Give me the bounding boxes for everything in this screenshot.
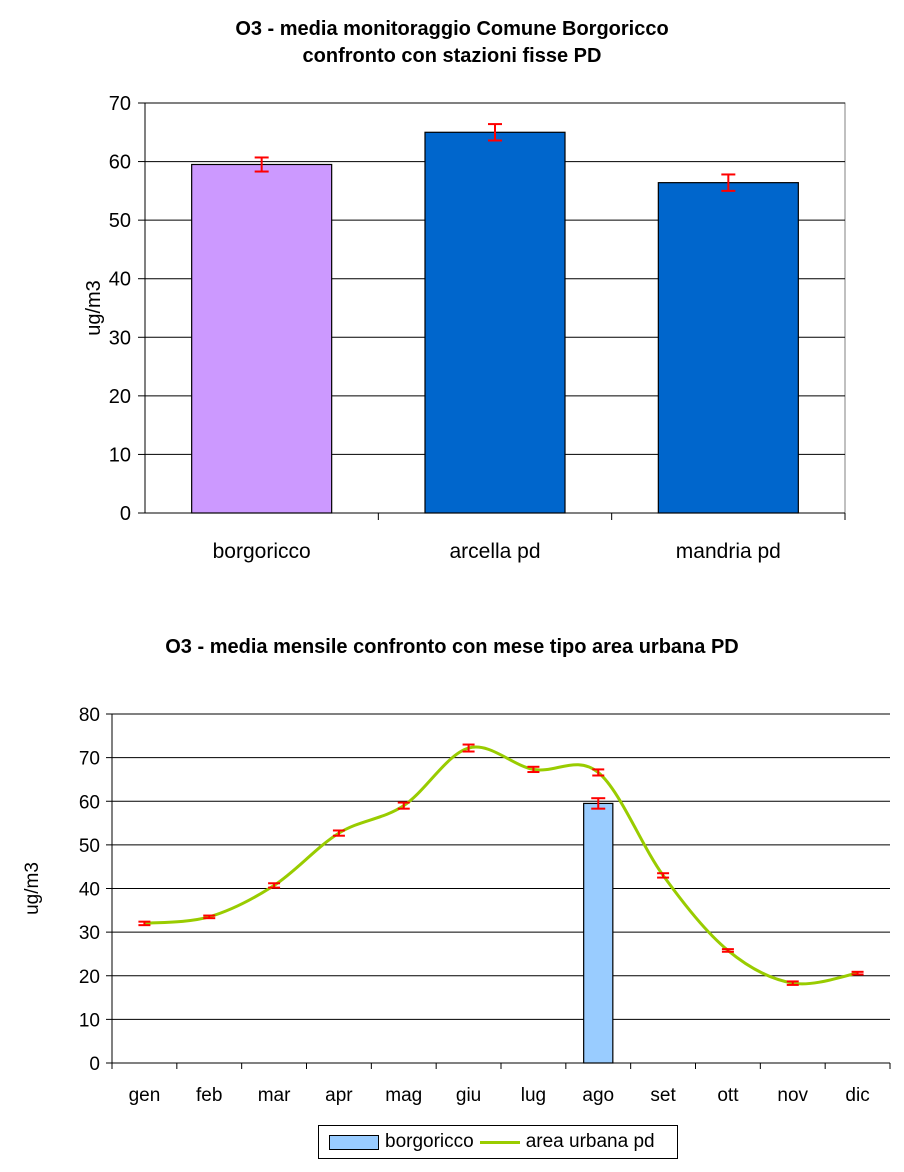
chart1-plot: 0 10 20 30 40 50 60 70 ug/m3 borgoricco arcella pd… [83,93,846,563]
chart2-title: O3 - media mensile confronto con mese ti… [165,636,739,658]
chart1-bar-borgoricco [191,163,333,514]
chart2-ytick-label: 0 [89,1054,100,1075]
chart2-bar-borgoricco [583,802,614,1064]
chart2-ytick-label: 10 [79,1010,100,1031]
chart2-xtick-label-feb: feb [196,1085,222,1106]
legend-swatch-borgoricco [329,1134,379,1150]
chart1-ytick-label: 30 [109,327,131,349]
chart1-ytick-label: 60 [109,152,131,174]
legend-label-borgoricco: borgoricco [385,1131,474,1152]
chart1-ylabel: ug/m3 [83,280,105,336]
chart1-title-line1: O3 - media monitoraggio Comune Borgoricc… [235,18,669,40]
chart2-xtick-label-ott: ott [717,1085,739,1106]
chart1-title-line2: confronto con stazioni fisse PD [302,45,602,67]
chart2-xtick-label-gen: gen [129,1085,161,1106]
chart2-xtick-label-dic: dic [845,1085,869,1106]
chart1-ytick-label: 10 [109,444,131,466]
chart2-xtick-label-mar: mar [258,1085,291,1106]
chart2-legend: borgoricco area urbana pd [318,1125,678,1159]
chart2-ytick-label: 60 [79,792,100,813]
chart1-xtick-label: mandria pd [676,540,781,563]
chart2-xtick-label-mag: mag [385,1085,422,1106]
chart2-line-area-urbana [144,745,858,986]
chart1-xtick-label: arcella pd [449,540,540,563]
chart1-xtick-label: borgoricco [213,540,311,563]
legend-swatch-area-urbana [479,1140,520,1144]
chart1-ytick-label: 40 [109,269,131,291]
chart1-ytick-label: 0 [120,503,131,525]
chart2-xtick-label-nov: nov [777,1085,808,1106]
chart2-ytick-label: 40 [79,880,100,901]
chart2-ytick-label: 70 [79,749,100,770]
chart1-bar-arcella-pd [424,131,566,514]
chart2-ytick-label: 20 [79,967,100,988]
chart2-xtick-label-lug: lug [521,1085,546,1106]
legend-label-area-urbana: area urbana pd [525,1131,655,1152]
chart1-ytick-label: 50 [109,210,131,232]
chart1-bar-mandria-pd [657,182,799,514]
chart2-ytick-label: 30 [79,923,100,944]
chart2-ytick-label: 80 [79,705,100,726]
chart2-xtick-label-apr: apr [325,1085,353,1106]
chart2-xtick-label-set: set [650,1085,676,1106]
chart2-xtick-label-ago: ago [582,1085,614,1106]
chart2-xtick-label-giu: giu [456,1085,481,1106]
chart1-ytick-label: 70 [109,93,131,115]
chart2-ytick-label: 50 [79,836,100,857]
chart2-ylabel: ug/m3 [22,862,43,915]
chart1-ytick-label: 20 [109,386,131,408]
